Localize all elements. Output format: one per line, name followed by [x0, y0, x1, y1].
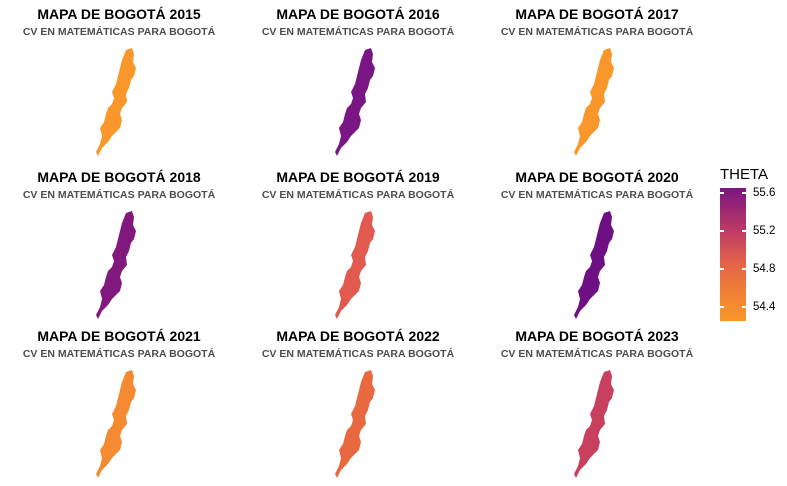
bogota-region — [574, 370, 614, 478]
bogota-region — [574, 211, 614, 319]
bogota-region — [96, 370, 136, 478]
panel-subtitle: CV EN MATEMÁTICAS PARA BOGOTÁ — [500, 26, 694, 38]
bogota-map — [574, 211, 614, 319]
panel-subtitle: CV EN MATEMÁTICAS PARA BOGOTÁ — [22, 348, 216, 360]
bogota-map — [574, 48, 614, 156]
bogota-map — [96, 48, 136, 156]
map-panel: MAPA DE BOGOTÁ 2018 CV EN MATEMÁTICAS PAR… — [0, 163, 238, 323]
bogota-region — [96, 211, 136, 319]
bogota-region — [335, 211, 375, 319]
legend-tick-label: 54.8 — [753, 262, 776, 275]
legend-title: THETA — [720, 166, 769, 183]
bogota-map — [574, 370, 614, 478]
map-panel: MAPA DE BOGOTÁ 2021 CV EN MATEMÁTICAS PAR… — [0, 322, 238, 482]
map-panel: MAPA DE BOGOTÁ 2015 CV EN MATEMÁTICAS PAR… — [0, 0, 238, 160]
panel-subtitle: CV EN MATEMÁTICAS PARA BOGOTÁ — [261, 348, 455, 360]
panel-title: MAPA DE BOGOTÁ 2017 — [515, 6, 679, 22]
panel-subtitle: CV EN MATEMÁTICAS PARA BOGOTÁ — [261, 189, 455, 201]
map-panel: MAPA DE BOGOTÁ 2017 CV EN MATEMÁTICAS PAR… — [478, 0, 716, 160]
bogota-map — [96, 211, 136, 319]
map-panel: MAPA DE BOGOTÁ 2022 CV EN MATEMÁTICAS PAR… — [239, 322, 477, 482]
legend-tick-label: 54.4 — [753, 300, 776, 313]
panel-subtitle: CV EN MATEMÁTICAS PARA BOGOTÁ — [500, 189, 694, 201]
bogota-region — [335, 370, 375, 478]
panel-subtitle: CV EN MATEMÁTICAS PARA BOGOTÁ — [22, 189, 216, 201]
panel-title: MAPA DE BOGOTÁ 2023 — [515, 328, 679, 344]
bogota-map — [335, 48, 375, 156]
panel-title: MAPA DE BOGOTÁ 2022 — [276, 328, 440, 344]
bogota-map — [96, 370, 136, 478]
panel-subtitle: CV EN MATEMÁTICAS PARA BOGOTÁ — [500, 348, 694, 360]
map-panel: MAPA DE BOGOTÁ 2020 CV EN MATEMÁTICAS PAR… — [478, 163, 716, 323]
bogota-map — [335, 211, 375, 319]
map-panel: MAPA DE BOGOTÁ 2023 CV EN MATEMÁTICAS PAR… — [478, 322, 716, 482]
panel-subtitle: CV EN MATEMÁTICAS PARA BOGOTÁ — [22, 26, 216, 38]
legend-tick-label: 55.6 — [753, 186, 776, 199]
bogota-map — [335, 370, 375, 478]
panel-title: MAPA DE BOGOTÁ 2019 — [276, 169, 440, 185]
theta-legend: THETA 54.4 54.8 55.2 55.6 — [718, 164, 782, 324]
bogota-region — [574, 48, 614, 156]
map-panel: MAPA DE BOGOTÁ 2016 CV EN MATEMÁTICAS PAR… — [239, 0, 477, 160]
panel-title: MAPA DE BOGOTÁ 2018 — [37, 169, 201, 185]
bogota-region — [335, 48, 375, 156]
panel-title: MAPA DE BOGOTÁ 2020 — [515, 169, 679, 185]
panel-subtitle: CV EN MATEMÁTICAS PARA BOGOTÁ — [261, 26, 455, 38]
panel-title: MAPA DE BOGOTÁ 2015 — [37, 6, 201, 22]
bogota-region — [96, 48, 136, 156]
legend-tick-label: 55.2 — [753, 224, 776, 237]
map-panel: MAPA DE BOGOTÁ 2019 CV EN MATEMÁTICAS PAR… — [239, 163, 477, 323]
legend-colorbar — [720, 188, 746, 321]
panel-title: MAPA DE BOGOTÁ 2016 — [276, 6, 440, 22]
panel-title: MAPA DE BOGOTÁ 2021 — [37, 328, 201, 344]
